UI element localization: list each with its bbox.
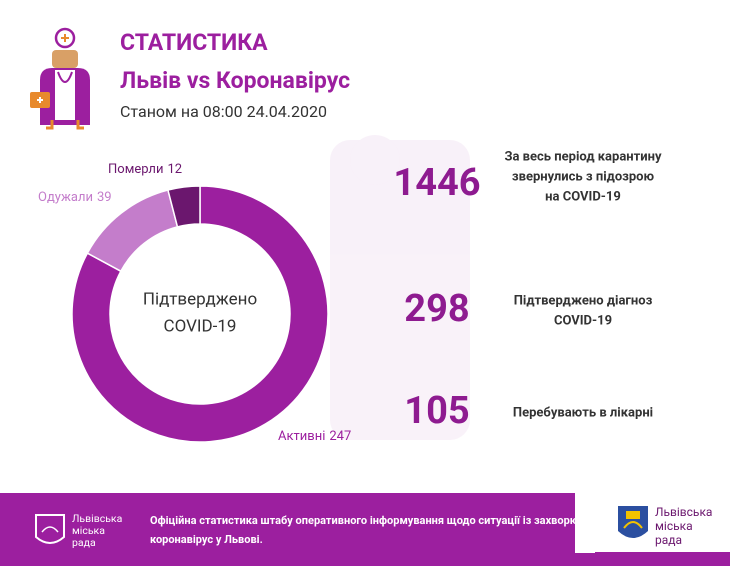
- subtitle: Львів vs Коронавірус: [120, 67, 350, 94]
- footer-text: Офіційна статистика штабу оперативного і…: [150, 514, 633, 527]
- segment-name: Активні: [278, 429, 325, 444]
- footer-text: коронавірус у Львові.: [150, 533, 263, 546]
- doctor-icon: [30, 27, 90, 130]
- stat-text: COVID-19: [554, 313, 612, 328]
- logo-text: Львівська: [72, 512, 123, 525]
- stat-text: звернулись з підозрою: [512, 169, 655, 184]
- segment-name: Померли: [108, 162, 163, 177]
- crest-right: [618, 506, 648, 538]
- logo-text: рада: [72, 536, 96, 549]
- donut-segment: [71, 185, 329, 443]
- stat-text: За весь період карантину: [504, 149, 662, 164]
- segment-label: Одужали 39: [38, 190, 112, 205]
- segment-name: Одужали: [38, 190, 93, 205]
- logo-text: міська: [72, 524, 105, 537]
- crest-left: [35, 514, 65, 544]
- panel-fill: [575, 493, 595, 553]
- stat-number: 105: [404, 389, 469, 433]
- segment-value: 39: [97, 190, 112, 205]
- logo-text: рада: [655, 533, 682, 547]
- segment-label: Активні 247: [278, 429, 351, 444]
- donut-chart: Активні 247 Одужали 39 Померли 12: [38, 162, 351, 444]
- stat-number: 1446: [393, 161, 480, 205]
- logo-text: Львівська: [655, 505, 712, 519]
- stat-text: Перебувають в лікарні: [513, 405, 653, 420]
- footer-panel: [580, 493, 730, 552]
- date: Станом на 08:00 24.04.2020: [120, 102, 327, 121]
- center-label: Підтверджено: [143, 289, 257, 309]
- stat-number: 298: [404, 287, 469, 331]
- title: СТАТИСТИКА: [120, 29, 268, 56]
- donut-segment: [167, 185, 201, 228]
- segment-value: 247: [329, 429, 351, 444]
- segment-label: Померли 12: [108, 162, 182, 177]
- logo-text: міська: [655, 519, 693, 533]
- stat-text: Підтверджено діагноз: [514, 293, 653, 308]
- watermark: [330, 135, 470, 440]
- stats: 1446 За весь період карантину звернулись з…: [393, 149, 662, 433]
- stat-text: на COVID-19: [545, 189, 621, 204]
- segment-value: 12: [167, 162, 182, 177]
- center-label: COVID-19: [164, 316, 237, 336]
